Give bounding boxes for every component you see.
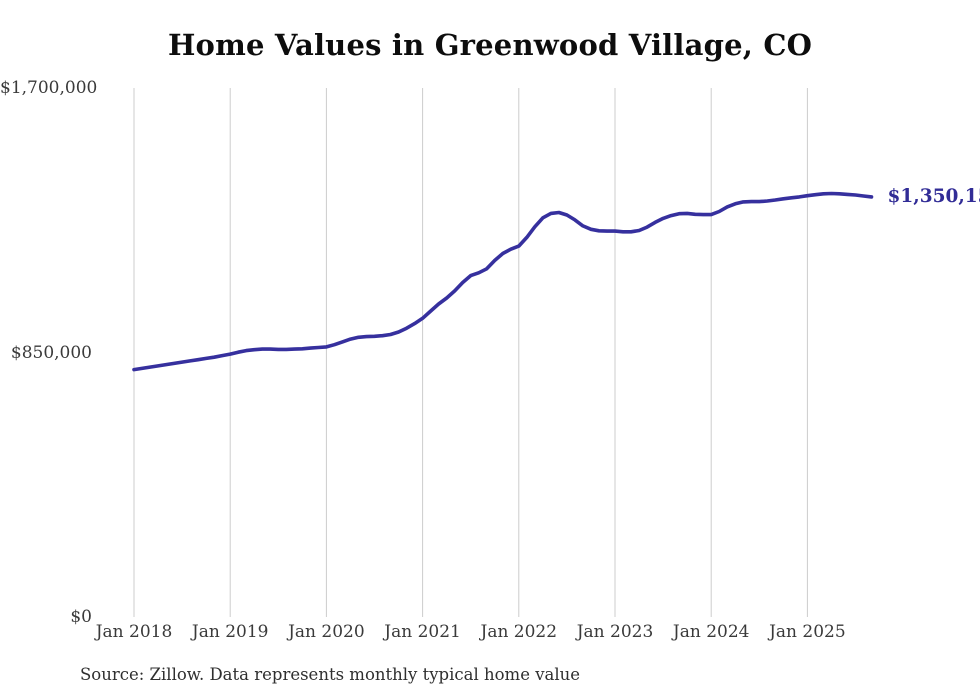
x-axis-tick-label: Jan 2022	[480, 622, 558, 642]
home-value-line	[132, 191, 874, 372]
x-axis-tick-label: Jan 2023	[576, 622, 654, 642]
x-axis-tick-label: Jan 2020	[288, 622, 365, 642]
y-axis-tick-label: $1,700,000	[0, 78, 98, 98]
source-note: Source: Zillow. Data represents monthly …	[80, 665, 581, 684]
x-axis-tick-label: Jan 2025	[769, 622, 846, 642]
x-axis-tick-label: Jan 2018	[95, 622, 173, 642]
y-axis-tick-label: $850,000	[10, 342, 92, 363]
chart-title: Home Values in Greenwood Village, CO	[167, 28, 813, 62]
x-axis-tick-label: Jan 2024	[672, 622, 750, 642]
y-axis-tick-label: $0	[70, 607, 92, 627]
x-axis-tick-label: Jan 2021	[384, 622, 461, 642]
latest-value-label: $1,350,15	[887, 185, 980, 207]
x-axis-tick-label: Jan 2019	[191, 622, 269, 642]
